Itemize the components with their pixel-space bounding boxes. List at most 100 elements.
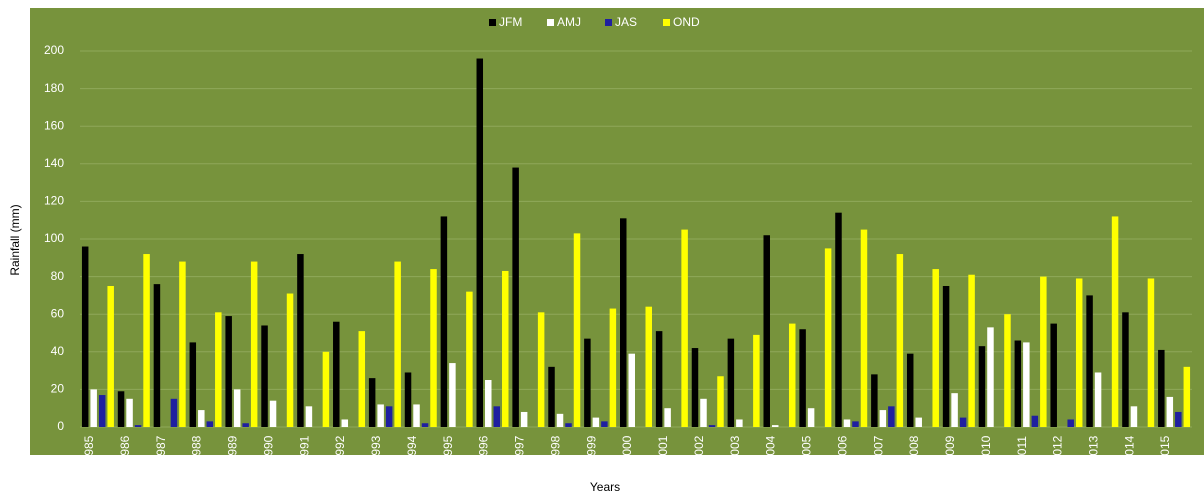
bar xyxy=(242,423,249,427)
y-tick-label: 180 xyxy=(44,81,64,95)
x-tick-label: 2011 xyxy=(1015,436,1029,462)
bar xyxy=(655,331,663,427)
legend-label: AMJ xyxy=(557,15,581,29)
legend-swatch xyxy=(663,19,670,26)
bar xyxy=(573,233,581,427)
x-tick-label: 1989 xyxy=(226,435,240,462)
x-tick-label: 2005 xyxy=(800,435,814,462)
x-tick-label: 2002 xyxy=(692,435,706,462)
x-tick-label: 2000 xyxy=(620,435,634,462)
x-tick-label: 1991 xyxy=(297,435,311,462)
bar xyxy=(1094,372,1102,427)
legend-swatch xyxy=(547,19,554,26)
bar xyxy=(753,334,760,427)
bar xyxy=(896,254,904,427)
x-tick-label: 2009 xyxy=(943,435,957,462)
bar xyxy=(860,229,868,427)
x-tick-label: 2004 xyxy=(764,435,778,462)
bar xyxy=(592,417,600,427)
bar xyxy=(134,425,142,427)
bar xyxy=(1004,314,1011,427)
bar xyxy=(368,378,376,427)
bar xyxy=(1086,295,1093,427)
bar xyxy=(1050,323,1057,427)
bar xyxy=(153,284,161,427)
bar xyxy=(90,389,97,427)
bar xyxy=(548,366,555,427)
bar xyxy=(727,338,735,427)
x-tick-label: 1997 xyxy=(513,435,527,462)
y-tick-label: 120 xyxy=(44,194,64,208)
bar xyxy=(404,372,412,427)
bar xyxy=(843,419,851,427)
bar xyxy=(126,398,133,427)
bar xyxy=(681,229,688,427)
bar xyxy=(664,408,671,427)
bar xyxy=(1158,349,1165,427)
bar xyxy=(1014,340,1022,427)
bar xyxy=(198,410,205,427)
bar xyxy=(736,419,743,427)
bar xyxy=(341,419,349,427)
bar xyxy=(440,216,448,427)
x-tick-label: 1994 xyxy=(405,435,419,462)
x-tick-label: 2007 xyxy=(871,435,885,462)
bar xyxy=(620,218,627,427)
y-tick-label: 0 xyxy=(57,419,64,433)
bar xyxy=(322,351,330,427)
bar xyxy=(394,261,401,427)
bar xyxy=(788,323,796,427)
bar xyxy=(906,353,914,427)
bar xyxy=(1111,216,1119,427)
y-tick-label: 160 xyxy=(44,118,64,132)
x-tick-label: 2012 xyxy=(1051,435,1065,462)
legend-label: JAS xyxy=(615,15,637,29)
bar xyxy=(601,421,608,427)
bar xyxy=(98,395,106,427)
bar xyxy=(879,410,887,427)
legend-label: JFM xyxy=(499,15,522,29)
bar xyxy=(520,411,528,427)
bar xyxy=(261,325,268,427)
bar xyxy=(799,329,806,427)
x-tick-label: 1998 xyxy=(548,435,562,462)
x-tick-label: 1990 xyxy=(261,435,275,462)
x-tick-label: 1985 xyxy=(82,435,96,462)
bar xyxy=(170,398,178,427)
bar xyxy=(556,413,564,427)
bar xyxy=(1075,278,1083,427)
bar xyxy=(377,404,384,427)
bar xyxy=(708,425,716,427)
bar xyxy=(1166,396,1174,427)
bar xyxy=(269,400,277,427)
bar xyxy=(286,293,294,427)
y-tick-label: 20 xyxy=(51,382,65,396)
y-tick-label: 60 xyxy=(51,306,65,320)
x-tick-label: 2013 xyxy=(1086,435,1100,462)
y-tick-label: 140 xyxy=(44,156,64,170)
bar xyxy=(117,391,125,427)
bar xyxy=(537,312,545,427)
bar xyxy=(1031,415,1039,427)
bar xyxy=(449,363,456,427)
y-tick-label: 80 xyxy=(51,269,65,283)
bar xyxy=(565,423,572,427)
bar xyxy=(968,274,975,427)
bar xyxy=(628,353,635,427)
y-axis-label: Rainfall (mm) xyxy=(8,204,22,275)
bar xyxy=(143,254,150,427)
bar xyxy=(250,261,258,427)
bar xyxy=(915,417,922,427)
bar xyxy=(1040,276,1047,427)
bar xyxy=(717,376,724,427)
bar xyxy=(1122,312,1129,427)
x-tick-label: 1987 xyxy=(154,435,168,462)
bar xyxy=(466,291,473,427)
bar xyxy=(305,406,313,427)
x-tick-label: 1999 xyxy=(584,435,598,462)
bar xyxy=(385,406,393,427)
bar xyxy=(691,348,699,427)
y-tick-label: 200 xyxy=(44,43,64,57)
bar xyxy=(609,308,617,427)
bar xyxy=(421,423,429,427)
